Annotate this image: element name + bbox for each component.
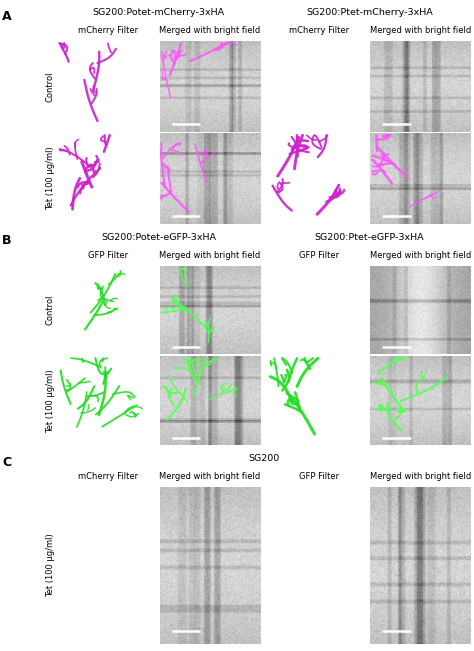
Text: B: B xyxy=(2,234,12,247)
Text: SG200:Ptet-mCherry-3xHA: SG200:Ptet-mCherry-3xHA xyxy=(306,8,433,18)
Text: SG200:Potet-eGFP-3xHA: SG200:Potet-eGFP-3xHA xyxy=(101,233,217,242)
Text: Tet (100 μg/ml): Tet (100 μg/ml) xyxy=(46,146,55,210)
Text: Merged with bright field: Merged with bright field xyxy=(159,251,261,260)
Text: Merged with bright field: Merged with bright field xyxy=(159,472,261,481)
Text: Tet (100 μg/ml): Tet (100 μg/ml) xyxy=(46,534,55,597)
Text: Merged with bright field: Merged with bright field xyxy=(370,472,471,481)
Text: mCherry Filter: mCherry Filter xyxy=(78,472,138,481)
Text: SG200: SG200 xyxy=(249,454,280,464)
Text: GFP Filter: GFP Filter xyxy=(299,251,338,260)
Text: A: A xyxy=(2,10,12,23)
Text: Merged with bright field: Merged with bright field xyxy=(159,26,261,35)
Text: SG200:Ptet-eGFP-3xHA: SG200:Ptet-eGFP-3xHA xyxy=(315,233,424,242)
Text: SG200:Potet-mCherry-3xHA: SG200:Potet-mCherry-3xHA xyxy=(93,8,225,18)
Text: GFP Filter: GFP Filter xyxy=(88,251,128,260)
Text: Merged with bright field: Merged with bright field xyxy=(370,251,471,260)
Text: Control: Control xyxy=(46,295,55,326)
Text: GFP Filter: GFP Filter xyxy=(299,472,338,481)
Text: Control: Control xyxy=(46,71,55,102)
Text: C: C xyxy=(2,456,11,469)
Text: Tet (100 μg/ml): Tet (100 μg/ml) xyxy=(46,369,55,432)
Text: Merged with bright field: Merged with bright field xyxy=(370,26,471,35)
Text: mCherry Filter: mCherry Filter xyxy=(78,26,138,35)
Text: mCherry Filter: mCherry Filter xyxy=(289,26,349,35)
